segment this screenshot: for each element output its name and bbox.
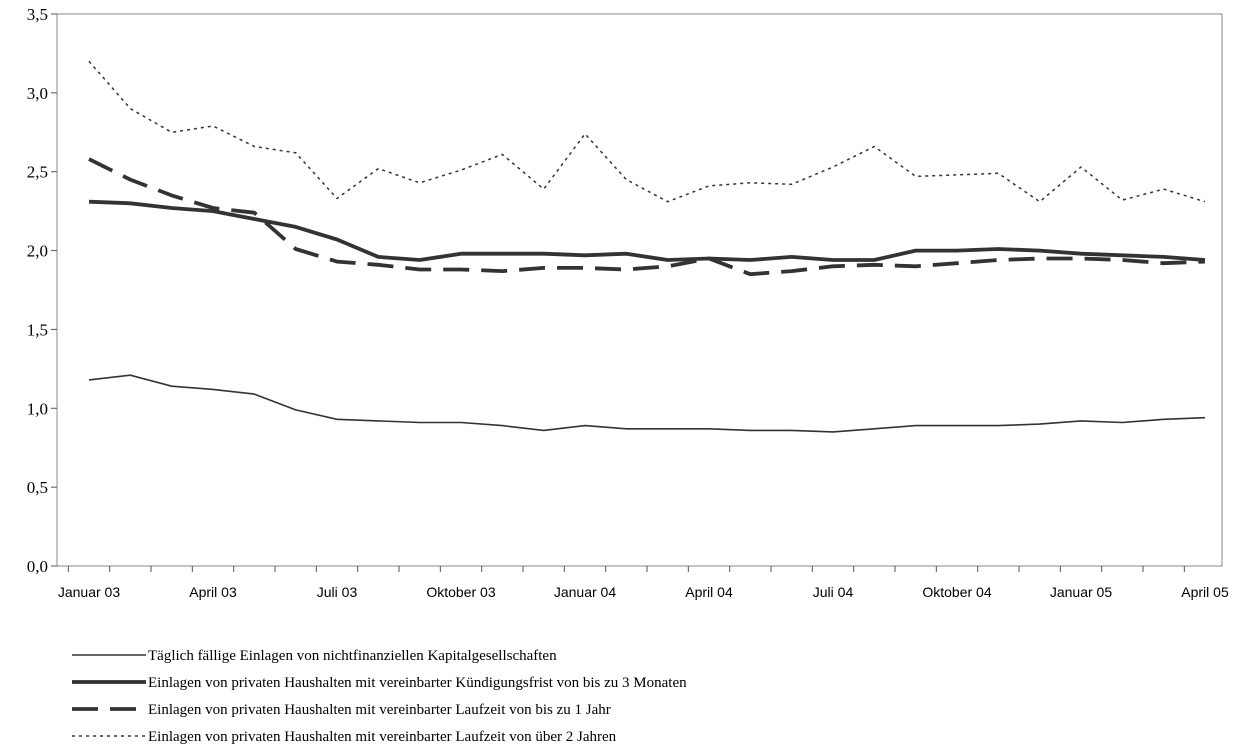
- y-tick-label: 0,0: [27, 557, 48, 576]
- series-line-3: [88, 157, 1206, 277]
- x-tick-label: Juli 04: [813, 584, 854, 600]
- y-tick-label: 1,0: [27, 399, 48, 418]
- legend: Täglich fällige Einlagen von nichtfinanz…: [72, 648, 687, 745]
- x-axis: Januar 03 April 03 Juli 03 Oktober 03 Januar…: [58, 566, 1229, 600]
- x-tick-label: April 03: [189, 584, 237, 600]
- x-tick-label: Januar 04: [554, 584, 616, 600]
- x-tick-label: Januar 03: [58, 584, 120, 600]
- x-tick-label: Juli 03: [317, 584, 358, 600]
- y-tick-label: 2,0: [27, 242, 48, 261]
- x-tick-label: Oktober 03: [426, 584, 495, 600]
- legend-label-4: Einlagen von privaten Haushalten mit ver…: [148, 729, 617, 745]
- x-tick-label: April 05: [1181, 584, 1229, 600]
- plot-area: [56, 13, 1223, 567]
- x-tick-label: Januar 05: [1050, 584, 1112, 600]
- y-tick-label: 2,5: [27, 163, 48, 182]
- series-line-1: [88, 374, 1206, 433]
- x-tick-label: April 04: [685, 584, 733, 600]
- legend-label-1: Täglich fällige Einlagen von nichtfinanz…: [148, 648, 557, 664]
- series-line-4: [88, 60, 1206, 203]
- y-tick-label: 3,0: [27, 84, 48, 103]
- y-tick-label: 1,5: [27, 320, 48, 339]
- y-tick-label: 3,5: [27, 5, 48, 24]
- legend-label-3: Einlagen von privaten Haushalten mit ver…: [148, 702, 611, 718]
- x-tick-label: Oktober 04: [922, 584, 991, 600]
- series-layer: [88, 60, 1206, 433]
- legend-label-2: Einlagen von privaten Haushalten mit ver…: [148, 675, 687, 691]
- y-axis: 0,0 0,5 1,0 1,5 2,0 2,5 3,0 3,5: [27, 5, 57, 576]
- y-tick-label: 0,5: [27, 478, 48, 497]
- series-line-2: [88, 199, 1206, 262]
